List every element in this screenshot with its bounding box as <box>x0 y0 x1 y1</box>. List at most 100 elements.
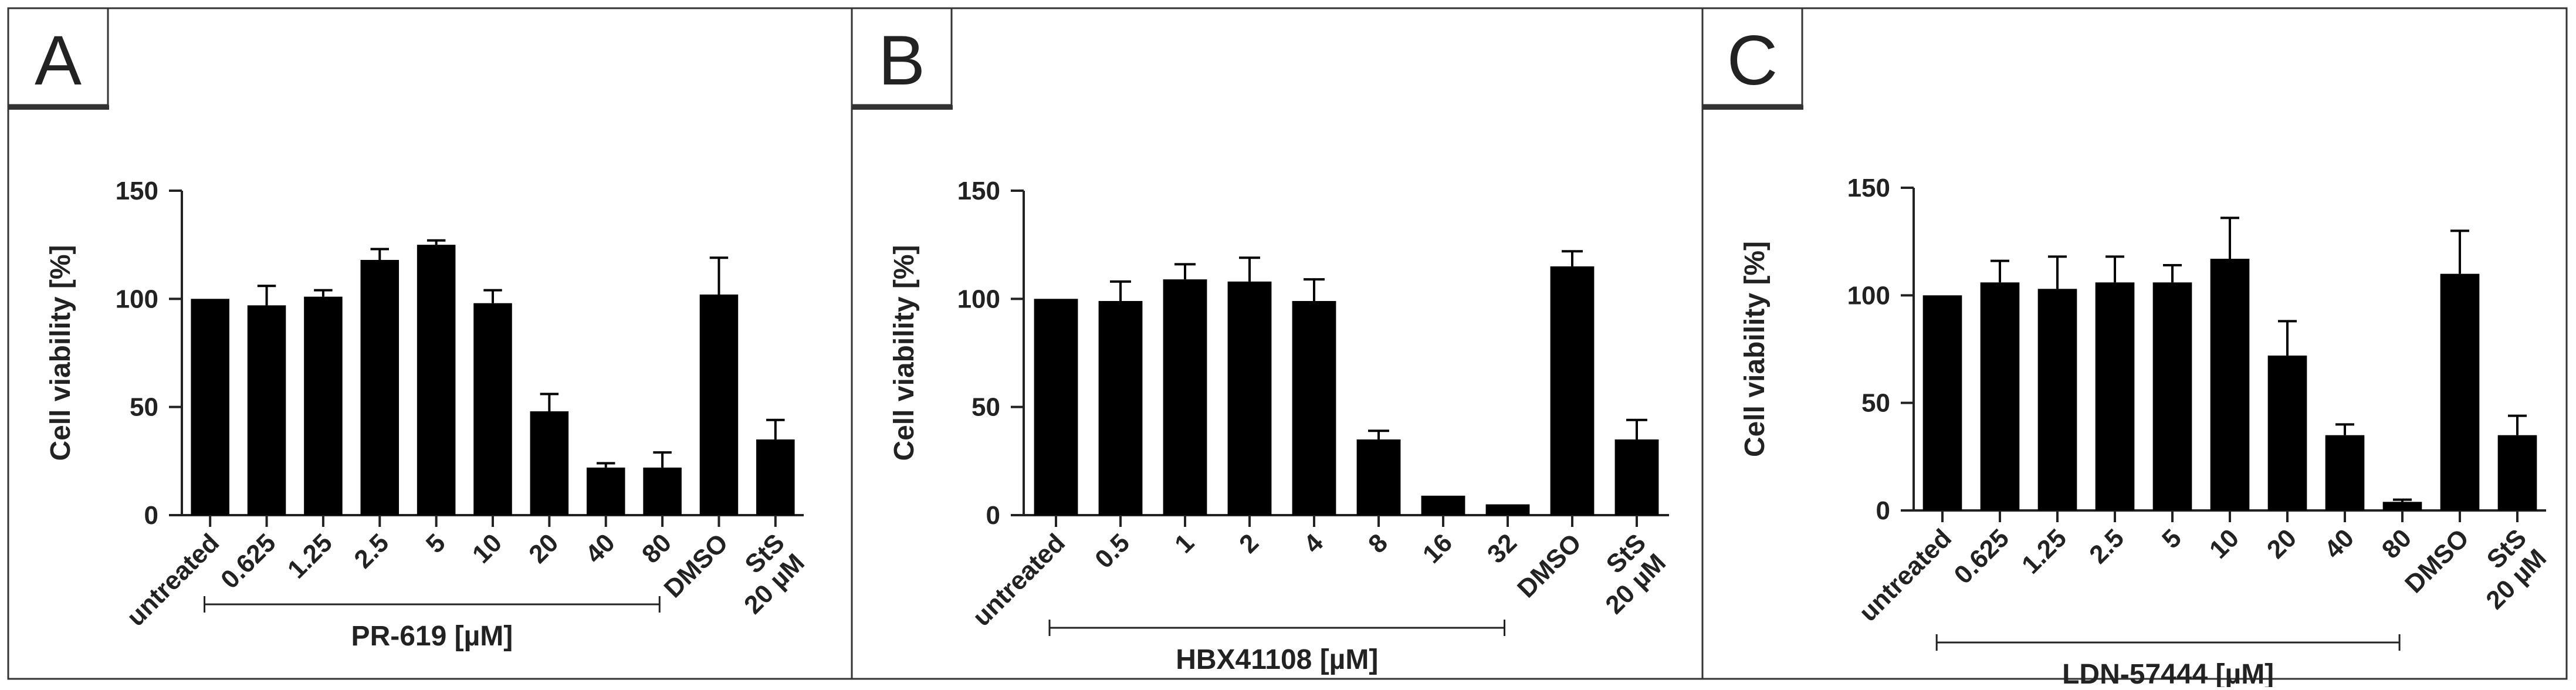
x-tick-label: 1 <box>1169 528 1200 559</box>
y-tick-label: 150 <box>1847 174 1890 202</box>
panel-label: C <box>1727 21 1778 100</box>
x-tick-label-line: 80 <box>637 528 677 569</box>
y-tick-label: 50 <box>971 393 1000 422</box>
x-tick-label-line: 40 <box>580 528 621 569</box>
x-tick-label-line: 20 <box>2262 523 2302 564</box>
x-tick-label-line: DMSO <box>1512 528 1587 603</box>
x-tick-label: untreated <box>1854 523 1957 627</box>
chart-panel-a: A 0 50 100 150 Cell viability [%] untreated0.6… <box>7 7 853 680</box>
panel-label: B <box>878 21 925 100</box>
bar <box>1980 282 2020 510</box>
y-tick-label: 0 <box>986 501 1000 530</box>
x-tick-label: 4 <box>1298 528 1329 559</box>
y-tick-label: 100 <box>116 285 158 313</box>
x-tick-label: 2.5 <box>348 528 394 574</box>
bar <box>1614 439 1659 515</box>
x-tick-label: StS20 µM <box>1580 528 1671 620</box>
bar <box>2210 259 2250 510</box>
x-tick-label-line: 40 <box>2319 523 2360 564</box>
x-tick-label-line: 8 <box>1363 528 1393 559</box>
x-tick-label-line: DMSO <box>2399 523 2475 598</box>
y-tick-label: 150 <box>116 177 158 205</box>
bar <box>247 305 286 515</box>
bar <box>417 245 456 515</box>
y-tick-label: 0 <box>144 501 158 530</box>
bar <box>586 467 625 515</box>
x-tick-label-line: 2.5 <box>348 528 394 574</box>
bar <box>530 411 569 515</box>
bar <box>360 259 400 515</box>
bar <box>473 303 512 515</box>
x-tick-label-line: 16 <box>1417 528 1458 569</box>
x-tick-label: 80 <box>2377 523 2417 564</box>
x-tick-label: 10 <box>467 528 507 569</box>
bar <box>1485 504 1530 515</box>
bar <box>2152 282 2192 510</box>
bar <box>1356 439 1401 515</box>
x-tick-label: 0.625 <box>1949 523 2015 590</box>
x-tick-label: 0.5 <box>1089 528 1135 574</box>
panel-label-box <box>1701 7 1803 106</box>
panel-label: A <box>35 21 82 100</box>
y-tick-label: 50 <box>130 393 158 422</box>
bar <box>2497 435 2537 510</box>
y-tick-label: 100 <box>1847 281 1890 310</box>
bar <box>2440 273 2480 510</box>
y-tick-label: 150 <box>957 177 1000 205</box>
x-tick-label: 10 <box>2204 523 2245 564</box>
x-tick-label-line: untreated <box>967 528 1071 631</box>
x-tick-label-line: untreated <box>1854 523 1957 627</box>
x-tick-label: StS20 µM <box>2460 523 2552 615</box>
x-tick-label: 20 <box>2262 523 2302 564</box>
x-tick-label-line: 5 <box>2157 523 2187 554</box>
x-tick-label: 80 <box>637 528 677 569</box>
x-tick-label-line: 1.25 <box>2016 523 2072 579</box>
x-tick-label: 20 <box>523 528 564 569</box>
x-tick-label-line: 0.625 <box>215 528 282 594</box>
bar <box>2267 356 2307 510</box>
x-tick-label: 32 <box>1482 528 1522 569</box>
x-tick-label: 2 <box>1234 528 1264 559</box>
bar <box>699 294 739 515</box>
x-tick-label: 2.5 <box>2084 523 2130 569</box>
y-axis-title: Cell viability [%] <box>1739 241 1771 457</box>
bar <box>304 296 343 515</box>
x-tick-label-line: untreated <box>121 528 225 631</box>
x-tick-label-line: 0.5 <box>1089 528 1135 574</box>
x-tick-label: 40 <box>2319 523 2360 564</box>
bar <box>191 299 229 515</box>
x-tick-label-line: 2.5 <box>2084 523 2130 569</box>
x-tick-label: 40 <box>580 528 621 569</box>
bar <box>756 439 795 515</box>
bar <box>2095 282 2135 510</box>
x-tick-label: DMSO <box>659 528 734 603</box>
x-tick-label-line: 32 <box>1482 528 1522 569</box>
x-tick-label: untreated <box>121 528 225 631</box>
chart-panel-b: B 0 50 100 150 Cell viability [%] untreated 0.5… <box>851 7 1704 680</box>
panel-label-box <box>851 7 953 106</box>
x-tick-label: 1.25 <box>2016 523 2072 579</box>
bar <box>643 467 682 515</box>
x-tick-label-line: DMSO <box>659 528 734 603</box>
x-tick-label: 5 <box>421 528 451 559</box>
y-axis-title: Cell viability [%] <box>889 245 920 461</box>
group-label: HBX41108 [µM] <box>1176 644 1378 675</box>
x-tick-label: 5 <box>2157 523 2187 554</box>
x-tick-label-line: 80 <box>2377 523 2417 564</box>
x-tick-label: StS20 µM <box>719 528 810 620</box>
x-tick-label: 1.25 <box>282 528 338 584</box>
bar <box>2037 289 2077 510</box>
x-tick-label-line: 1.25 <box>282 528 338 584</box>
group-label: PR-619 [µM] <box>351 621 513 652</box>
x-tick-label-line: 2 <box>1234 528 1264 559</box>
x-tick-label: DMSO <box>2399 523 2475 598</box>
y-tick-label: 100 <box>957 285 1000 313</box>
bar <box>1227 281 1272 515</box>
y-axis-title: Cell viability [%] <box>45 245 76 461</box>
chart-panel-c: C 0 50 100 150 Cell viability [%] untreated0.6… <box>1701 7 2568 690</box>
group-label: LDN-57444 [µM] <box>2062 659 2274 687</box>
panel-frame <box>1701 7 2568 680</box>
x-tick-label-line: 10 <box>2204 523 2245 564</box>
